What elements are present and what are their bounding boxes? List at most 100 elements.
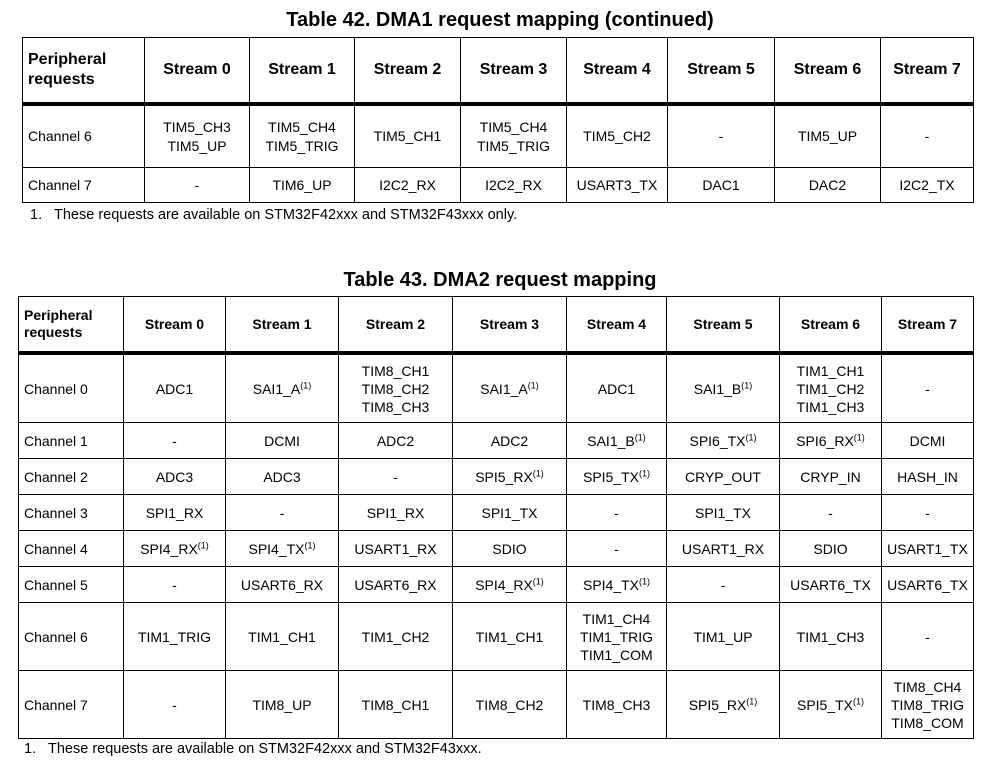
table-cell: SAI1_B(1): [566, 422, 667, 459]
table-cell: ADC2: [338, 422, 453, 459]
table-cell: -: [144, 167, 250, 203]
cell-text: -: [126, 432, 223, 450]
cell-value: TIM5_CH3: [163, 118, 231, 135]
table-cell: SPI4_RX(1): [123, 530, 226, 567]
cell-value: SPI1_RX: [366, 504, 425, 521]
cell-value: DCMI: [909, 432, 946, 449]
table-cell: -: [667, 103, 775, 168]
cell-value: SPI5_RX: [688, 696, 747, 713]
cell-text: TIM8_CH2: [455, 696, 564, 714]
cell-value: USART6_RX: [354, 576, 437, 593]
cell-value: USART3_TX: [576, 176, 658, 193]
table-cell: TIM1_UP: [666, 602, 780, 671]
table-cell: SPI4_TX(1): [566, 566, 667, 603]
table-cell: -: [123, 566, 226, 603]
cell-value: ADC1: [597, 380, 636, 397]
cell-text: DCMI: [228, 432, 336, 450]
footnote-marker: (1): [741, 379, 753, 390]
cell-text: ADC1: [126, 380, 223, 398]
table-row: Channel 3 SPI1_RX - SPI1_RX SPI1_TX - SPI1_TX -…: [18, 494, 974, 531]
table-row: Channel 1- DCMI ADC2 ADC2 SAI1_B(1) SPI6_TX(1…: [18, 422, 974, 459]
cell-text: USART6_TX: [884, 576, 971, 594]
cell-value: -: [194, 176, 200, 193]
cell-text: SPI5_TX(1): [569, 468, 664, 486]
cell-text: ADC3: [228, 468, 336, 486]
table-cell: -: [566, 530, 667, 567]
table-cell: TIM5_CH4 TIM5_TRIG: [249, 103, 355, 168]
table-cell: TIM5_UP: [774, 103, 881, 168]
table-cell: -: [881, 494, 974, 531]
cell-text: TIM1_COM: [569, 646, 664, 664]
cell-value: ADC3: [263, 468, 301, 485]
cell-value: -: [828, 504, 833, 521]
cell-text: USART1_RX: [669, 540, 777, 558]
cell-text: TIM1_CH3: [782, 398, 879, 416]
footnote-marker: (1): [304, 539, 316, 550]
cell-text: ADC1: [569, 380, 664, 398]
header-stream-7: Stream 7: [881, 296, 974, 355]
table-cell: SPI4_TX(1): [225, 530, 339, 567]
cell-text: CRYP_IN: [782, 468, 879, 486]
table-cell: DAC2: [774, 167, 881, 203]
cell-value: TIM8_CH1: [361, 696, 430, 713]
cell-value: SPI4_RX: [475, 576, 533, 593]
table43-header-row: Peripheral requests Stream 0 Stream 1 Strea…: [18, 296, 974, 355]
cell-value: -: [172, 432, 177, 449]
cell-text: HASH_IN: [884, 468, 971, 486]
cell-text: TIM8_CH3: [569, 696, 664, 714]
table43-footnote: 1. These requests are available on STM32F…: [24, 740, 482, 758]
cell-text: CRYP_OUT: [669, 468, 777, 486]
cell-text: SAI1_B(1): [669, 380, 777, 398]
header-stream-4: Stream 4: [566, 296, 667, 355]
cell-text: TIM5_CH4: [463, 118, 564, 137]
cell-value: USART6_TX: [790, 576, 871, 593]
table-cell: TIM1_CH1: [225, 602, 339, 671]
cell-text: TIM8_CH4: [884, 678, 971, 696]
cell-value: -: [614, 540, 619, 557]
cell-text: I2C2_RX: [463, 176, 564, 195]
table-cell: I2C2_RX: [460, 167, 567, 203]
header-stream-6: Stream 6: [774, 37, 881, 106]
cell-text: DAC2: [777, 176, 878, 195]
cell-text: USART3_TX: [569, 176, 665, 195]
table-cell: TIM1_CH3: [779, 602, 882, 671]
cell-text: TIM5_CH1: [357, 127, 458, 146]
cell-text: USART6_RX: [341, 576, 450, 594]
cell-value: SPI4_TX: [582, 576, 640, 593]
cell-value: TIM5_CH4: [268, 118, 336, 135]
cell-text: -: [126, 696, 223, 714]
cell-text: TIM6_UP: [252, 176, 352, 195]
cell-text: TIM5_CH3: [147, 118, 247, 137]
header-stream-0: Stream 0: [144, 37, 250, 106]
footnote-marker: (1): [853, 431, 865, 442]
row-label: Channel 5: [18, 566, 124, 603]
table-cell: TIM5_CH4 TIM5_TRIG: [460, 103, 567, 168]
table-row: Channel 6 TIM1_TRIG TIM1_CH1 TIM1_CH2 TIM1_C…: [18, 602, 974, 671]
cell-text: TIM1_CH1: [782, 362, 879, 380]
cell-value: TIM6_UP: [272, 176, 332, 193]
cell-text: SAI1_B(1): [569, 432, 664, 450]
table-cell: SPI5_RX(1): [666, 670, 780, 739]
table-cell: DAC1: [667, 167, 775, 203]
cell-value: SAI1_B: [587, 432, 635, 449]
cell-value: TIM8_CH2: [475, 696, 544, 713]
cell-text: TIM8_CH1: [341, 696, 450, 714]
cell-value: SPI5_TX: [582, 468, 640, 485]
cell-text: SPI6_RX(1): [782, 432, 879, 450]
table-cell: SPI5_TX(1): [779, 670, 882, 739]
cell-text: TIM1_UP: [669, 628, 777, 646]
table43-body: Channel 0 ADC1 SAI1_A(1) TIM8_CH1 TIM8_CH2 TI…: [18, 352, 974, 739]
table-cell: TIM8_CH3: [566, 670, 667, 739]
cell-value: TIM8_CH4: [893, 678, 962, 695]
table-cell: TIM8_UP: [225, 670, 339, 739]
cell-value: SDIO: [813, 540, 848, 557]
table-cell: DCMI: [881, 422, 974, 459]
cell-text: -: [782, 504, 879, 522]
table-cell: ADC2: [452, 422, 567, 459]
table-cell: TIM1_CH2: [338, 602, 453, 671]
table-row: Channel 4 SPI4_RX(1) SPI4_TX(1) USART1_RX SD…: [18, 530, 974, 567]
cell-text: TIM1_TRIG: [569, 628, 664, 646]
table43-title: Table 43. DMA2 request mapping: [343, 269, 657, 291]
cell-value: TIM1_TRIG: [579, 628, 654, 645]
cell-text: SPI4_RX(1): [126, 540, 223, 558]
